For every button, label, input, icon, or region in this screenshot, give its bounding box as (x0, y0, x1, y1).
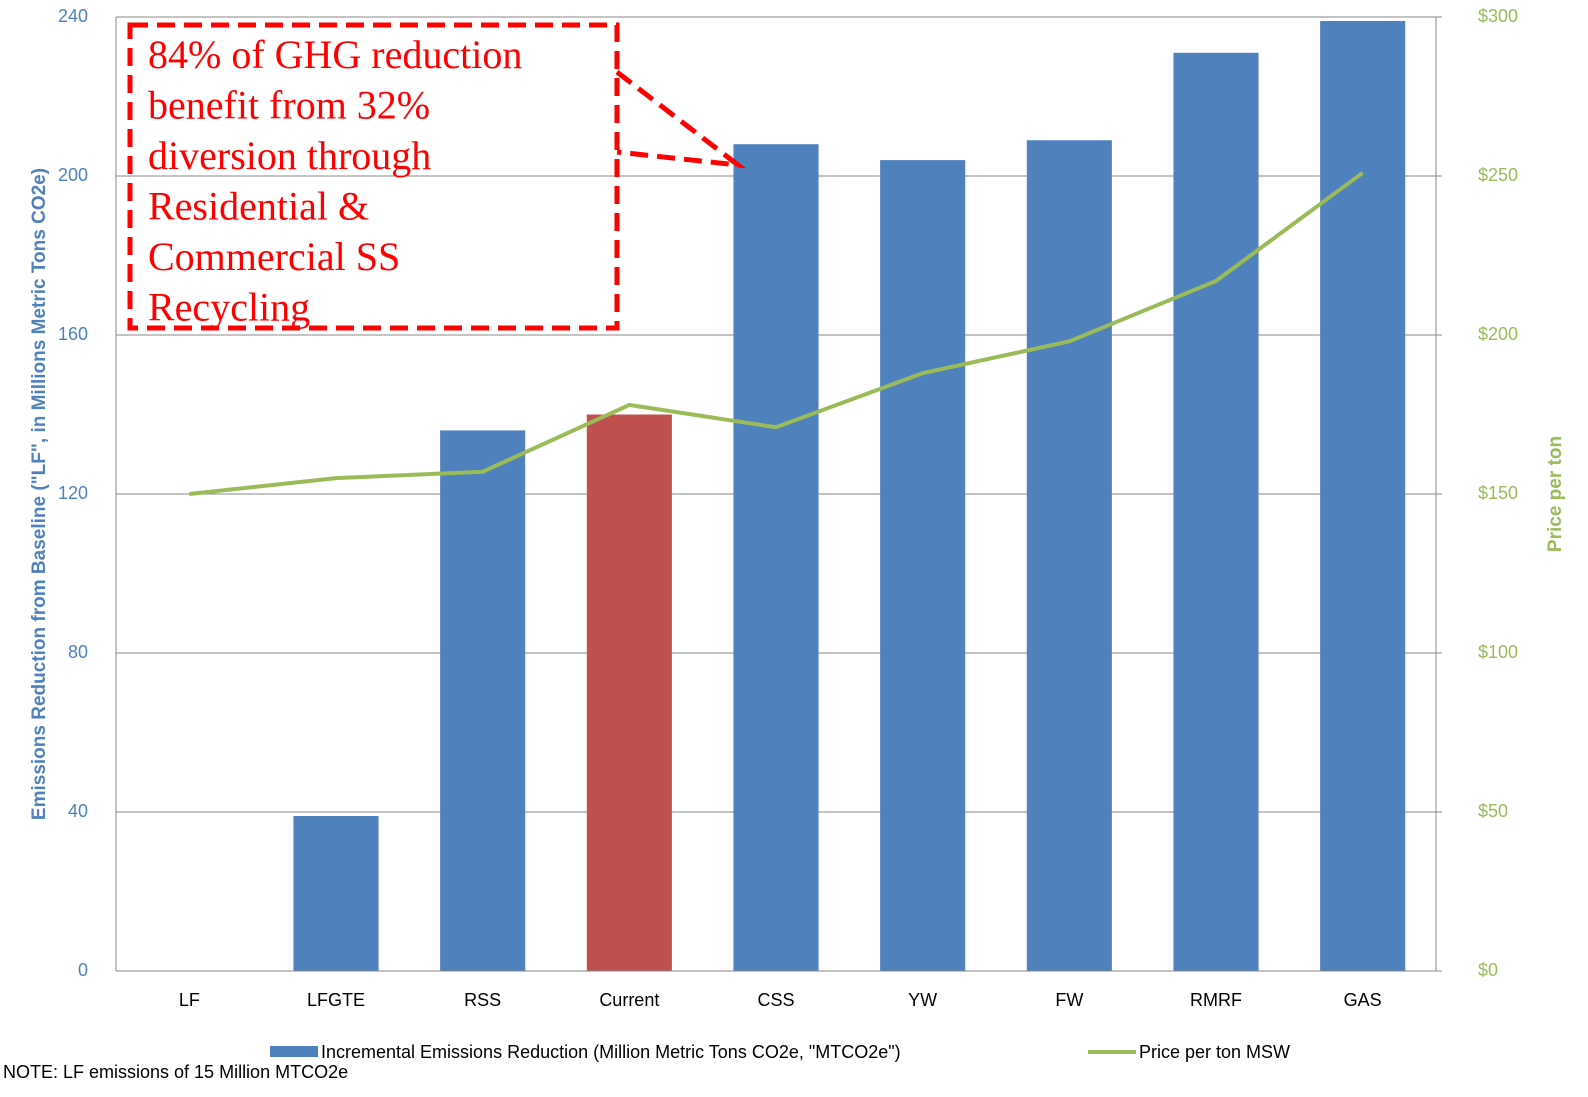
x-tick-label: Current (599, 990, 659, 1010)
annotation-text: Residential & (148, 184, 369, 229)
annotation-box (127, 22, 620, 331)
x-tick-label: YW (908, 990, 937, 1010)
bar (1320, 20, 1406, 972)
y2-tick-label: $250 (1478, 165, 1518, 185)
bar (880, 160, 966, 972)
y-tick-label: 0 (78, 960, 88, 980)
y2-tick-label: $0 (1478, 960, 1498, 980)
annotation-text: Recycling (148, 285, 310, 330)
bar (1173, 52, 1259, 971)
legend-label: Incremental Emissions Reduction (Million… (321, 1042, 901, 1062)
x-tick-label: RMRF (1190, 990, 1242, 1010)
bar (733, 144, 819, 971)
annotation-text: Commercial SS (148, 234, 400, 279)
y2-tick-label: $150 (1478, 483, 1518, 503)
y-tick-label: 160 (58, 324, 88, 344)
annotation-text: benefit from 32% (148, 83, 430, 128)
y-axis-title: Emissions Reduction from Baseline ("LF",… (29, 168, 50, 820)
bar (586, 414, 672, 971)
legend-swatch (270, 1046, 318, 1057)
annotation-text: diversion through (148, 133, 431, 178)
x-tick-label: LF (179, 990, 200, 1010)
y-tick-label: 80 (68, 642, 88, 662)
bar (440, 430, 526, 971)
y2-tick-label: $100 (1478, 642, 1518, 662)
y-tick-label: 40 (68, 801, 88, 821)
y2-tick-label: $200 (1478, 324, 1518, 344)
bar (293, 815, 379, 971)
annotation-text: 84% of GHG reduction (148, 32, 522, 77)
y2-tick-label: $300 (1478, 6, 1518, 26)
bar (1026, 140, 1112, 972)
y-tick-label: 200 (58, 165, 88, 185)
x-tick-label: GAS (1344, 990, 1382, 1010)
y2-axis-title: Price per ton (1545, 436, 1566, 552)
x-tick-label: RSS (464, 990, 501, 1010)
line (189, 171, 1364, 496)
y-tick-label: 240 (58, 6, 88, 26)
x-tick-label: LFGTE (307, 990, 365, 1010)
y2-tick-label: $50 (1478, 801, 1508, 821)
x-tick-label: FW (1055, 990, 1083, 1010)
annotation-pointer (615, 70, 747, 169)
y-tick-label: 120 (58, 483, 88, 503)
legend-label: Price per ton MSW (1139, 1042, 1290, 1062)
x-tick-label: CSS (757, 990, 794, 1010)
note: NOTE: LF emissions of 15 Million MTCO2e (3, 1062, 348, 1082)
